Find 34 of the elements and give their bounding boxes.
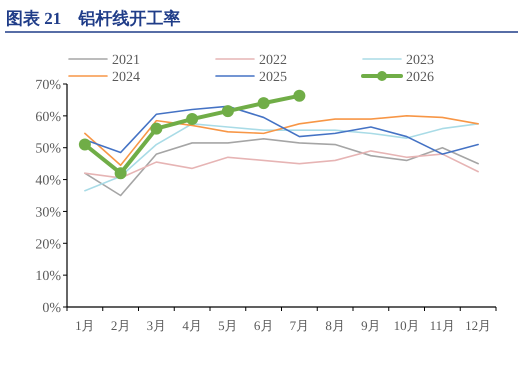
x-tick-label: 3月	[146, 318, 166, 333]
x-tick-label: 8月	[325, 318, 345, 333]
point	[78, 138, 91, 151]
y-tick-label: 40%	[35, 174, 62, 189]
y-tick-label: 60%	[35, 110, 62, 125]
y-tick-label: 70%	[35, 78, 62, 93]
point	[258, 97, 270, 110]
x-tick-label: 11月	[430, 318, 456, 333]
x-tick-label: 4月	[182, 318, 202, 333]
x-tick-label: 6月	[254, 318, 274, 333]
x-tick-label: 7月	[290, 318, 310, 333]
point	[186, 113, 198, 126]
x-tick-label: 12月	[465, 318, 492, 333]
point	[114, 167, 127, 180]
y-tick-label: 20%	[35, 237, 62, 252]
x-tick-label: 1月	[75, 318, 95, 333]
legend-label: 2026	[406, 70, 434, 85]
legend-label: 2024	[112, 70, 140, 85]
title: 图表 21 铝杆线开工率	[6, 9, 180, 28]
x-tick-label: 5月	[218, 318, 238, 333]
legend-label: 2023	[406, 53, 434, 68]
point	[293, 90, 306, 102]
point	[222, 105, 234, 118]
legend-label: 2022	[259, 53, 287, 68]
y-tick-label: 0%	[42, 301, 62, 316]
x-tick-label: 10月	[394, 318, 420, 333]
legend-label: 2025	[259, 70, 287, 85]
y-tick-label: 30%	[35, 205, 62, 220]
y-tick-label: 10%	[35, 269, 62, 284]
y-tick-label: 50%	[35, 142, 62, 157]
x-tick-label: 9月	[361, 318, 381, 333]
point	[150, 122, 162, 135]
legend-label: 2021	[112, 53, 140, 68]
x-tick-label: 2月	[110, 318, 130, 333]
